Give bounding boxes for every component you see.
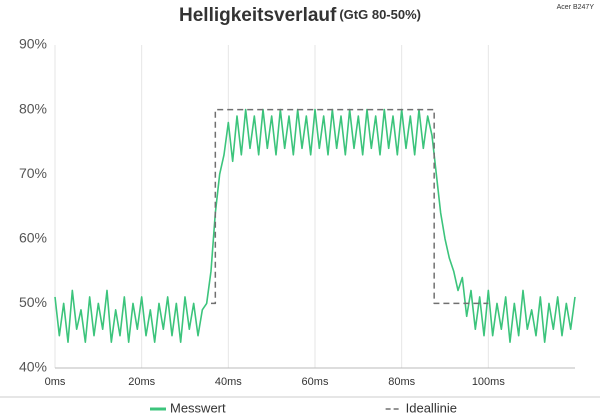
chart-subtitle: (GtG 80-50%): [339, 7, 421, 22]
series-line: [54, 108, 576, 343]
y-tick-label: 90%: [19, 36, 47, 52]
legend-label: Messwert: [170, 400, 226, 415]
x-tick-label: 0ms: [45, 376, 66, 388]
chart-title: Helligkeitsverlauf: [179, 5, 337, 26]
y-tick-label: 70%: [19, 165, 47, 181]
y-tick-label: 40%: [19, 359, 47, 375]
y-tick-label: 50%: [19, 294, 47, 310]
x-tick-label: 80ms: [388, 376, 415, 388]
chart-title-group: Helligkeitsverlauf (GtG 80-50%): [179, 5, 421, 26]
x-tick-label: 20ms: [128, 376, 155, 388]
x-tick-label: 100ms: [472, 376, 506, 388]
annotation: Acer B247Y: [557, 4, 595, 11]
x-tick-label: 40ms: [215, 376, 242, 388]
legend-label: Ideallinie: [406, 400, 457, 415]
y-tick-label: 60%: [19, 230, 47, 246]
x-tick-label: 60ms: [302, 376, 329, 388]
series-line: [211, 108, 489, 305]
y-tick-label: 80%: [19, 100, 47, 116]
